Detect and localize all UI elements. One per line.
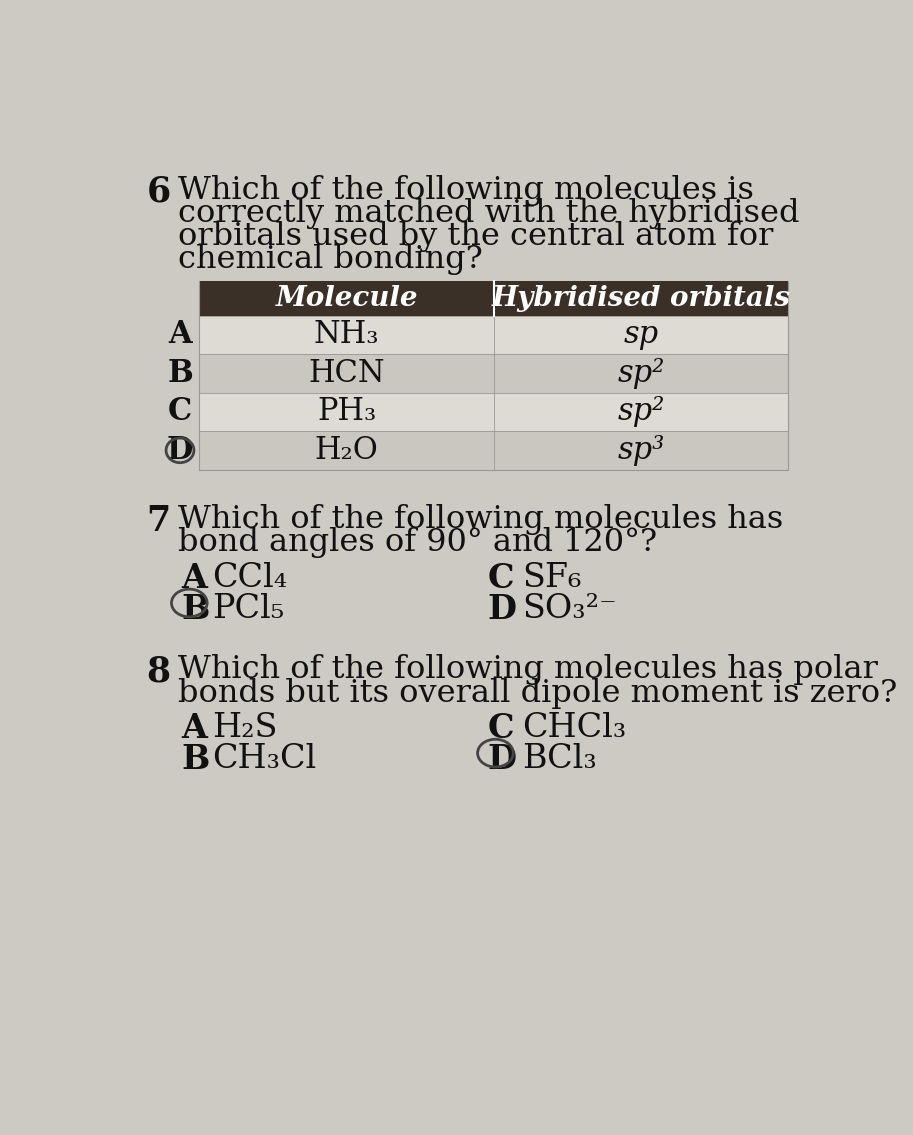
Text: B: B [167, 358, 193, 389]
Text: CHCl₃: CHCl₃ [522, 712, 627, 745]
Text: 7: 7 [147, 504, 171, 538]
Text: CCl₄: CCl₄ [213, 562, 288, 594]
Text: chemical bonding?: chemical bonding? [178, 244, 482, 275]
Text: correctly matched with the hybridised: correctly matched with the hybridised [178, 197, 799, 229]
Text: PH₃: PH₃ [317, 396, 376, 428]
Text: H₂S: H₂S [213, 712, 278, 745]
Text: B: B [182, 592, 210, 625]
Bar [199, 393, 788, 431]
Text: BCl₃: BCl₃ [522, 743, 597, 775]
Bar [199, 281, 788, 316]
Text: C: C [168, 396, 192, 428]
Text: 8: 8 [147, 655, 171, 689]
Text: bond angles of 90° and 120°?: bond angles of 90° and 120°? [178, 528, 656, 558]
Text: CH₃Cl: CH₃Cl [213, 743, 317, 775]
Text: orbitals used by the central atom for: orbitals used by the central atom for [178, 221, 773, 252]
Text: Which of the following molecules is: Which of the following molecules is [178, 175, 753, 205]
Text: sp²: sp² [617, 358, 665, 389]
Bar [199, 316, 788, 354]
Text: A: A [182, 712, 207, 746]
Text: D: D [488, 743, 517, 776]
Text: Which of the following molecules has polar: Which of the following molecules has pol… [178, 655, 877, 686]
Text: SF₆: SF₆ [522, 562, 582, 594]
Text: A: A [182, 562, 207, 595]
Text: 6: 6 [147, 175, 171, 209]
Text: C: C [488, 562, 514, 595]
Bar [199, 431, 788, 470]
Text: C: C [488, 712, 514, 746]
Text: sp²: sp² [617, 396, 665, 428]
Text: D: D [167, 435, 194, 465]
Text: Molecule: Molecule [276, 285, 418, 312]
Text: Hybridised orbitals: Hybridised orbitals [491, 285, 791, 312]
Text: B: B [182, 743, 210, 776]
Text: Which of the following molecules has: Which of the following molecules has [178, 504, 783, 536]
Text: sp: sp [624, 319, 658, 351]
Text: bonds but its overall dipole moment is zero?: bonds but its overall dipole moment is z… [178, 678, 897, 708]
Text: H₂O: H₂O [315, 435, 379, 465]
Text: sp³: sp³ [617, 435, 665, 465]
Text: NH₃: NH₃ [314, 319, 380, 351]
Text: PCl₅: PCl₅ [213, 592, 285, 624]
Text: A: A [168, 319, 192, 351]
Text: SO₃²⁻: SO₃²⁻ [522, 592, 617, 624]
Text: D: D [488, 592, 517, 625]
Text: HCN: HCN [309, 358, 385, 389]
Bar [199, 354, 788, 393]
